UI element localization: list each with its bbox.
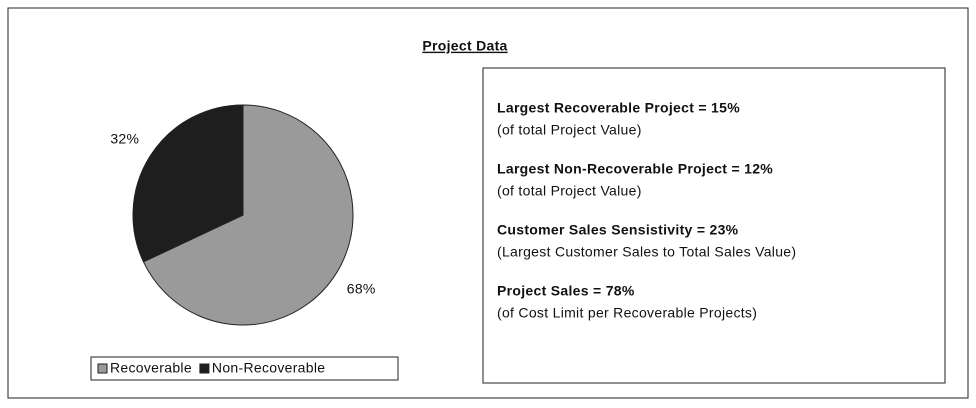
info-box xyxy=(482,67,946,384)
legend-label: Recoverable xyxy=(110,360,192,376)
pie-slice xyxy=(142,104,354,326)
info-note: (of Cost Limit per Recoverable Projects) xyxy=(497,305,757,321)
data-label: 32% xyxy=(110,131,139,147)
legend-swatch xyxy=(199,363,210,374)
legend-swatch xyxy=(97,363,108,374)
info-heading: Customer Sales Sensistivity = 23% xyxy=(497,222,739,238)
data-label: 68% xyxy=(347,281,376,297)
info-note: (of total Project Value) xyxy=(497,122,642,138)
pie-slice xyxy=(132,104,244,263)
info-heading: Largest Non-Recoverable Project = 12% xyxy=(497,161,773,177)
info-heading: Project Sales = 78% xyxy=(497,283,635,299)
info-note: (of total Project Value) xyxy=(497,183,642,199)
info-note: (Largest Customer Sales to Total Sales V… xyxy=(497,244,796,260)
legend xyxy=(90,356,399,381)
chart-title: Project Data xyxy=(422,38,507,54)
legend-label: Non-Recoverable xyxy=(212,360,325,376)
info-heading: Largest Recoverable Project = 15% xyxy=(497,100,740,116)
